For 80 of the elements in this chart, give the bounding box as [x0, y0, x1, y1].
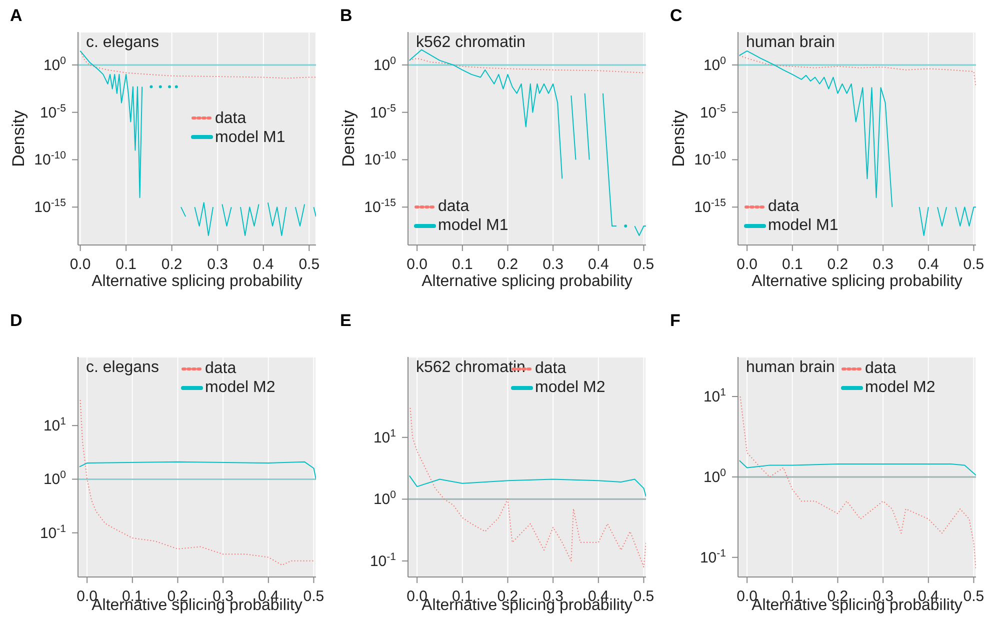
y-tick-label: 10$^{1}$ [373, 427, 396, 446]
line-series [78, 461, 316, 480]
legend-label: data [865, 359, 896, 378]
line-series [80, 399, 314, 566]
x-tick-label: 0.4 [588, 256, 609, 273]
legend-label: model M1 [438, 216, 508, 235]
y-tick-label: 10$^{-10}$ [364, 150, 396, 169]
y-tick-label: 10$^{0}$ [43, 54, 66, 74]
legend-label: data [215, 108, 246, 128]
chart-subtitle: c. elegans [86, 34, 159, 52]
x-axis-title: Alternative splicing probability [422, 273, 632, 290]
legend-label: model M2 [865, 378, 936, 397]
x-tick-label: 0.2 [161, 256, 182, 273]
chart-title: A [10, 6, 22, 26]
chart-subtitle: human brain [746, 359, 835, 377]
y-tick-label: 10$^{0}$ [703, 54, 726, 74]
line-series [738, 54, 976, 88]
legend-label: model M1 [215, 128, 286, 147]
line-series [80, 50, 316, 79]
x-tick-label: 0.0 [70, 256, 91, 273]
line-series [740, 396, 976, 570]
y-tick-label: 10$^{0}$ [703, 466, 726, 486]
y-tick-label: 10$^{1}$ [43, 416, 66, 435]
x-axis-title: Alternative splicing probability [92, 273, 302, 290]
x-tick-label: 0.0 [736, 256, 758, 273]
x-tick-label: 0.1 [782, 256, 803, 273]
x-tick-label: 0.4 [918, 256, 939, 273]
x-tick-label: 0.5 [963, 256, 984, 273]
chart-title: D [10, 311, 22, 331]
y-tick-label: 10$^{0}$ [373, 54, 396, 74]
y-axis-title: Density [669, 110, 688, 167]
line-series [738, 460, 976, 476]
y-tick-label: 10$^{-5}$ [370, 102, 396, 122]
legend-label: data [535, 359, 566, 378]
y-tick-label: 10$^{-15}$ [34, 197, 66, 216]
chart-subtitle: human brain [746, 34, 835, 52]
chart-title: B [340, 6, 352, 26]
y-tick-label: 10$^{-1}$ [40, 522, 66, 542]
legend-label: data [205, 359, 236, 378]
y-tick-label: 10$^{-15}$ [364, 197, 396, 216]
y-tick-label: 10$^{0}$ [43, 469, 66, 488]
chart-subtitle: c. elegans [86, 359, 159, 377]
x-tick-label: 0.5 [633, 588, 654, 605]
x-tick-label: 0.0 [406, 256, 428, 273]
x-tick-label: 0.2 [497, 256, 518, 273]
x-axis-title: Alternative splicing probability [752, 273, 962, 290]
y-tick-label: 10$^{-15}$ [694, 197, 726, 216]
x-tick-label: 0.3 [207, 256, 228, 273]
x-tick-label: 0.5 [963, 588, 984, 605]
y-tick-label: 10$^{-1}$ [370, 550, 396, 570]
line-series [408, 475, 646, 498]
legend-label: model M1 [768, 216, 838, 235]
chart-subtitle: k562 chromatin [416, 34, 526, 52]
legend-label: model M2 [535, 378, 606, 397]
legend-label: data [438, 197, 470, 216]
y-axis-title: Density [339, 110, 358, 167]
x-tick-label: 0.3 [542, 256, 564, 273]
y-tick-label: 10$^{-5}$ [40, 102, 66, 122]
x-tick-label: 0.2 [827, 256, 848, 273]
chart-title: E [340, 311, 352, 331]
y-axis-title: Density [9, 110, 28, 167]
x-tick-label: 0.5 [298, 256, 320, 273]
x-tick-label: 0.5 [303, 588, 324, 605]
y-tick-label: 10$^{-5}$ [700, 102, 726, 122]
y-tick-label: 10$^{0}$ [373, 489, 396, 508]
x-tick-label: 0.3 [872, 256, 894, 273]
y-tick-label: 10$^{-10}$ [694, 150, 726, 169]
legend-label: data [768, 197, 800, 216]
line-series [408, 58, 644, 74]
legend-label: model M2 [205, 378, 276, 397]
x-tick-label: 0.1 [116, 256, 136, 273]
x-tick-label: 0.4 [252, 256, 274, 273]
y-tick-label: 10$^{-1}$ [700, 547, 726, 566]
y-tick-label: 10$^{1}$ [703, 386, 726, 406]
chart-title: F [670, 311, 680, 331]
line-series [410, 407, 646, 568]
x-tick-label: 0.5 [633, 256, 654, 273]
chart-title: C [670, 6, 682, 26]
x-tick-label: 0.1 [452, 256, 473, 273]
y-tick-label: 10$^{-10}$ [34, 150, 66, 169]
